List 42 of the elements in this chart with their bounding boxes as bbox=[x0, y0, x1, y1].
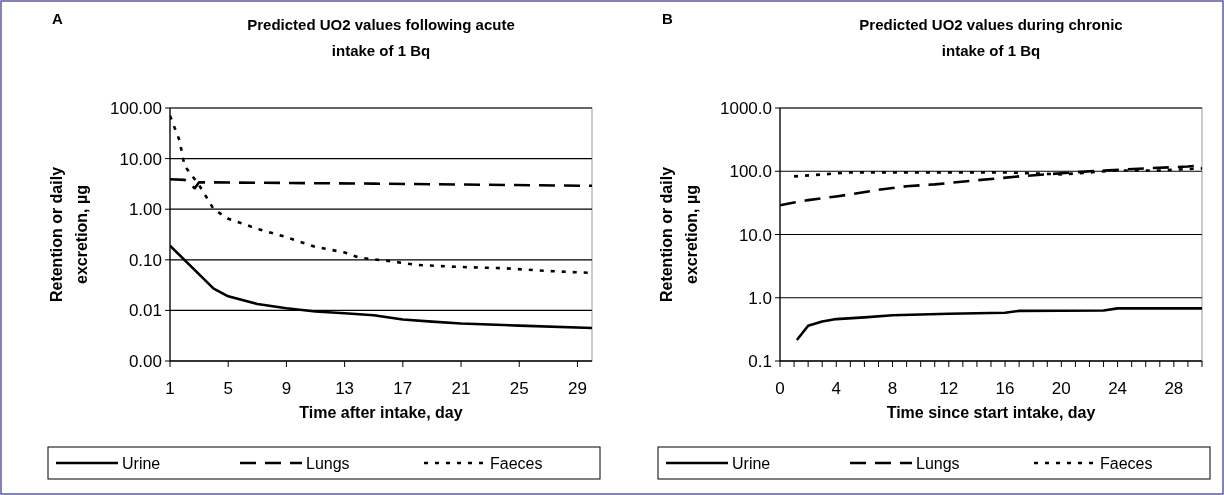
y-tick-label: 0.00 bbox=[128, 352, 162, 371]
legend-label: Lungs bbox=[916, 455, 960, 472]
x-tick-label: 1 bbox=[165, 379, 175, 398]
y-tick-label: 100.0 bbox=[729, 162, 772, 182]
text: B bbox=[662, 10, 673, 27]
x-tick-label: 4 bbox=[831, 379, 841, 398]
legend-label: Faeces bbox=[490, 455, 543, 472]
y-tick-label: 0.01 bbox=[128, 301, 162, 321]
y-tick-label: 10.0 bbox=[738, 225, 772, 245]
y-tick-label: 1.00 bbox=[128, 200, 162, 220]
x-tick-label: 0 bbox=[775, 379, 785, 398]
x-tick-label: 13 bbox=[335, 379, 355, 398]
y-tick-label: 0.1 bbox=[748, 352, 772, 371]
chart-title: Predicted UO2 values during chronic intake of 1 Bq bbox=[859, 16, 1123, 59]
x-tick-label: 5 bbox=[223, 379, 233, 398]
y-axis-title: Retention or daily excretion, µg bbox=[658, 166, 700, 303]
x-tick-label: 20 bbox=[1051, 379, 1071, 398]
x-tick-label: 8 bbox=[887, 379, 898, 398]
y-tick-label: 10.00 bbox=[119, 149, 162, 169]
x-tick-label: 25 bbox=[509, 379, 529, 398]
x-tick-label: 17 bbox=[393, 379, 413, 398]
y-axis-title: Retention or daily excretion, µg bbox=[48, 166, 90, 303]
x-axis-title: Time after intake, day bbox=[299, 404, 463, 421]
legend-label: Faeces bbox=[1100, 455, 1153, 472]
y-tick-label: 0.10 bbox=[128, 250, 162, 270]
legend-label: Urine bbox=[122, 455, 161, 472]
x-tick-label: 21 bbox=[451, 379, 471, 398]
x-tick-label: 16 bbox=[995, 379, 1015, 398]
y-tick-label: 1.0 bbox=[748, 288, 772, 308]
x-tick-label: 9 bbox=[281, 379, 292, 398]
x-tick-label: 28 bbox=[1164, 379, 1184, 398]
x-tick-label: 24 bbox=[1108, 379, 1128, 398]
line-series bbox=[795, 307, 1202, 342]
legend-label: Lungs bbox=[306, 455, 350, 472]
x-tick-label: 29 bbox=[567, 379, 587, 398]
legend-label: Urine bbox=[732, 455, 771, 472]
text: A bbox=[52, 10, 63, 27]
x-tick-label: 12 bbox=[939, 379, 959, 398]
y-tick-label: 1000.0 bbox=[720, 99, 772, 118]
y-tick-label: 100.00 bbox=[110, 99, 162, 118]
chart-title: Predicted UO2 values following acute intake of 1 Bq bbox=[247, 16, 515, 59]
x-axis-title: Time since start intake, day bbox=[886, 404, 1096, 421]
